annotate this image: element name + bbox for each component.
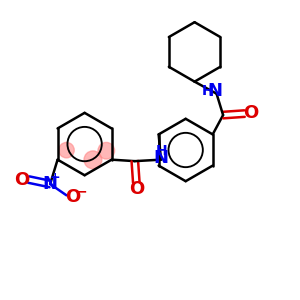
Text: O: O: [65, 188, 81, 206]
Text: O: O: [15, 171, 30, 189]
Circle shape: [59, 142, 74, 158]
Text: H: H: [202, 84, 214, 98]
Circle shape: [98, 142, 115, 159]
Text: +: +: [50, 171, 61, 184]
Circle shape: [84, 151, 102, 169]
Text: H: H: [155, 144, 167, 158]
Text: O: O: [129, 180, 145, 198]
Text: N: N: [208, 82, 223, 100]
Text: N: N: [43, 175, 58, 193]
Text: −: −: [76, 185, 87, 199]
Text: N: N: [154, 149, 169, 167]
Text: O: O: [243, 104, 259, 122]
